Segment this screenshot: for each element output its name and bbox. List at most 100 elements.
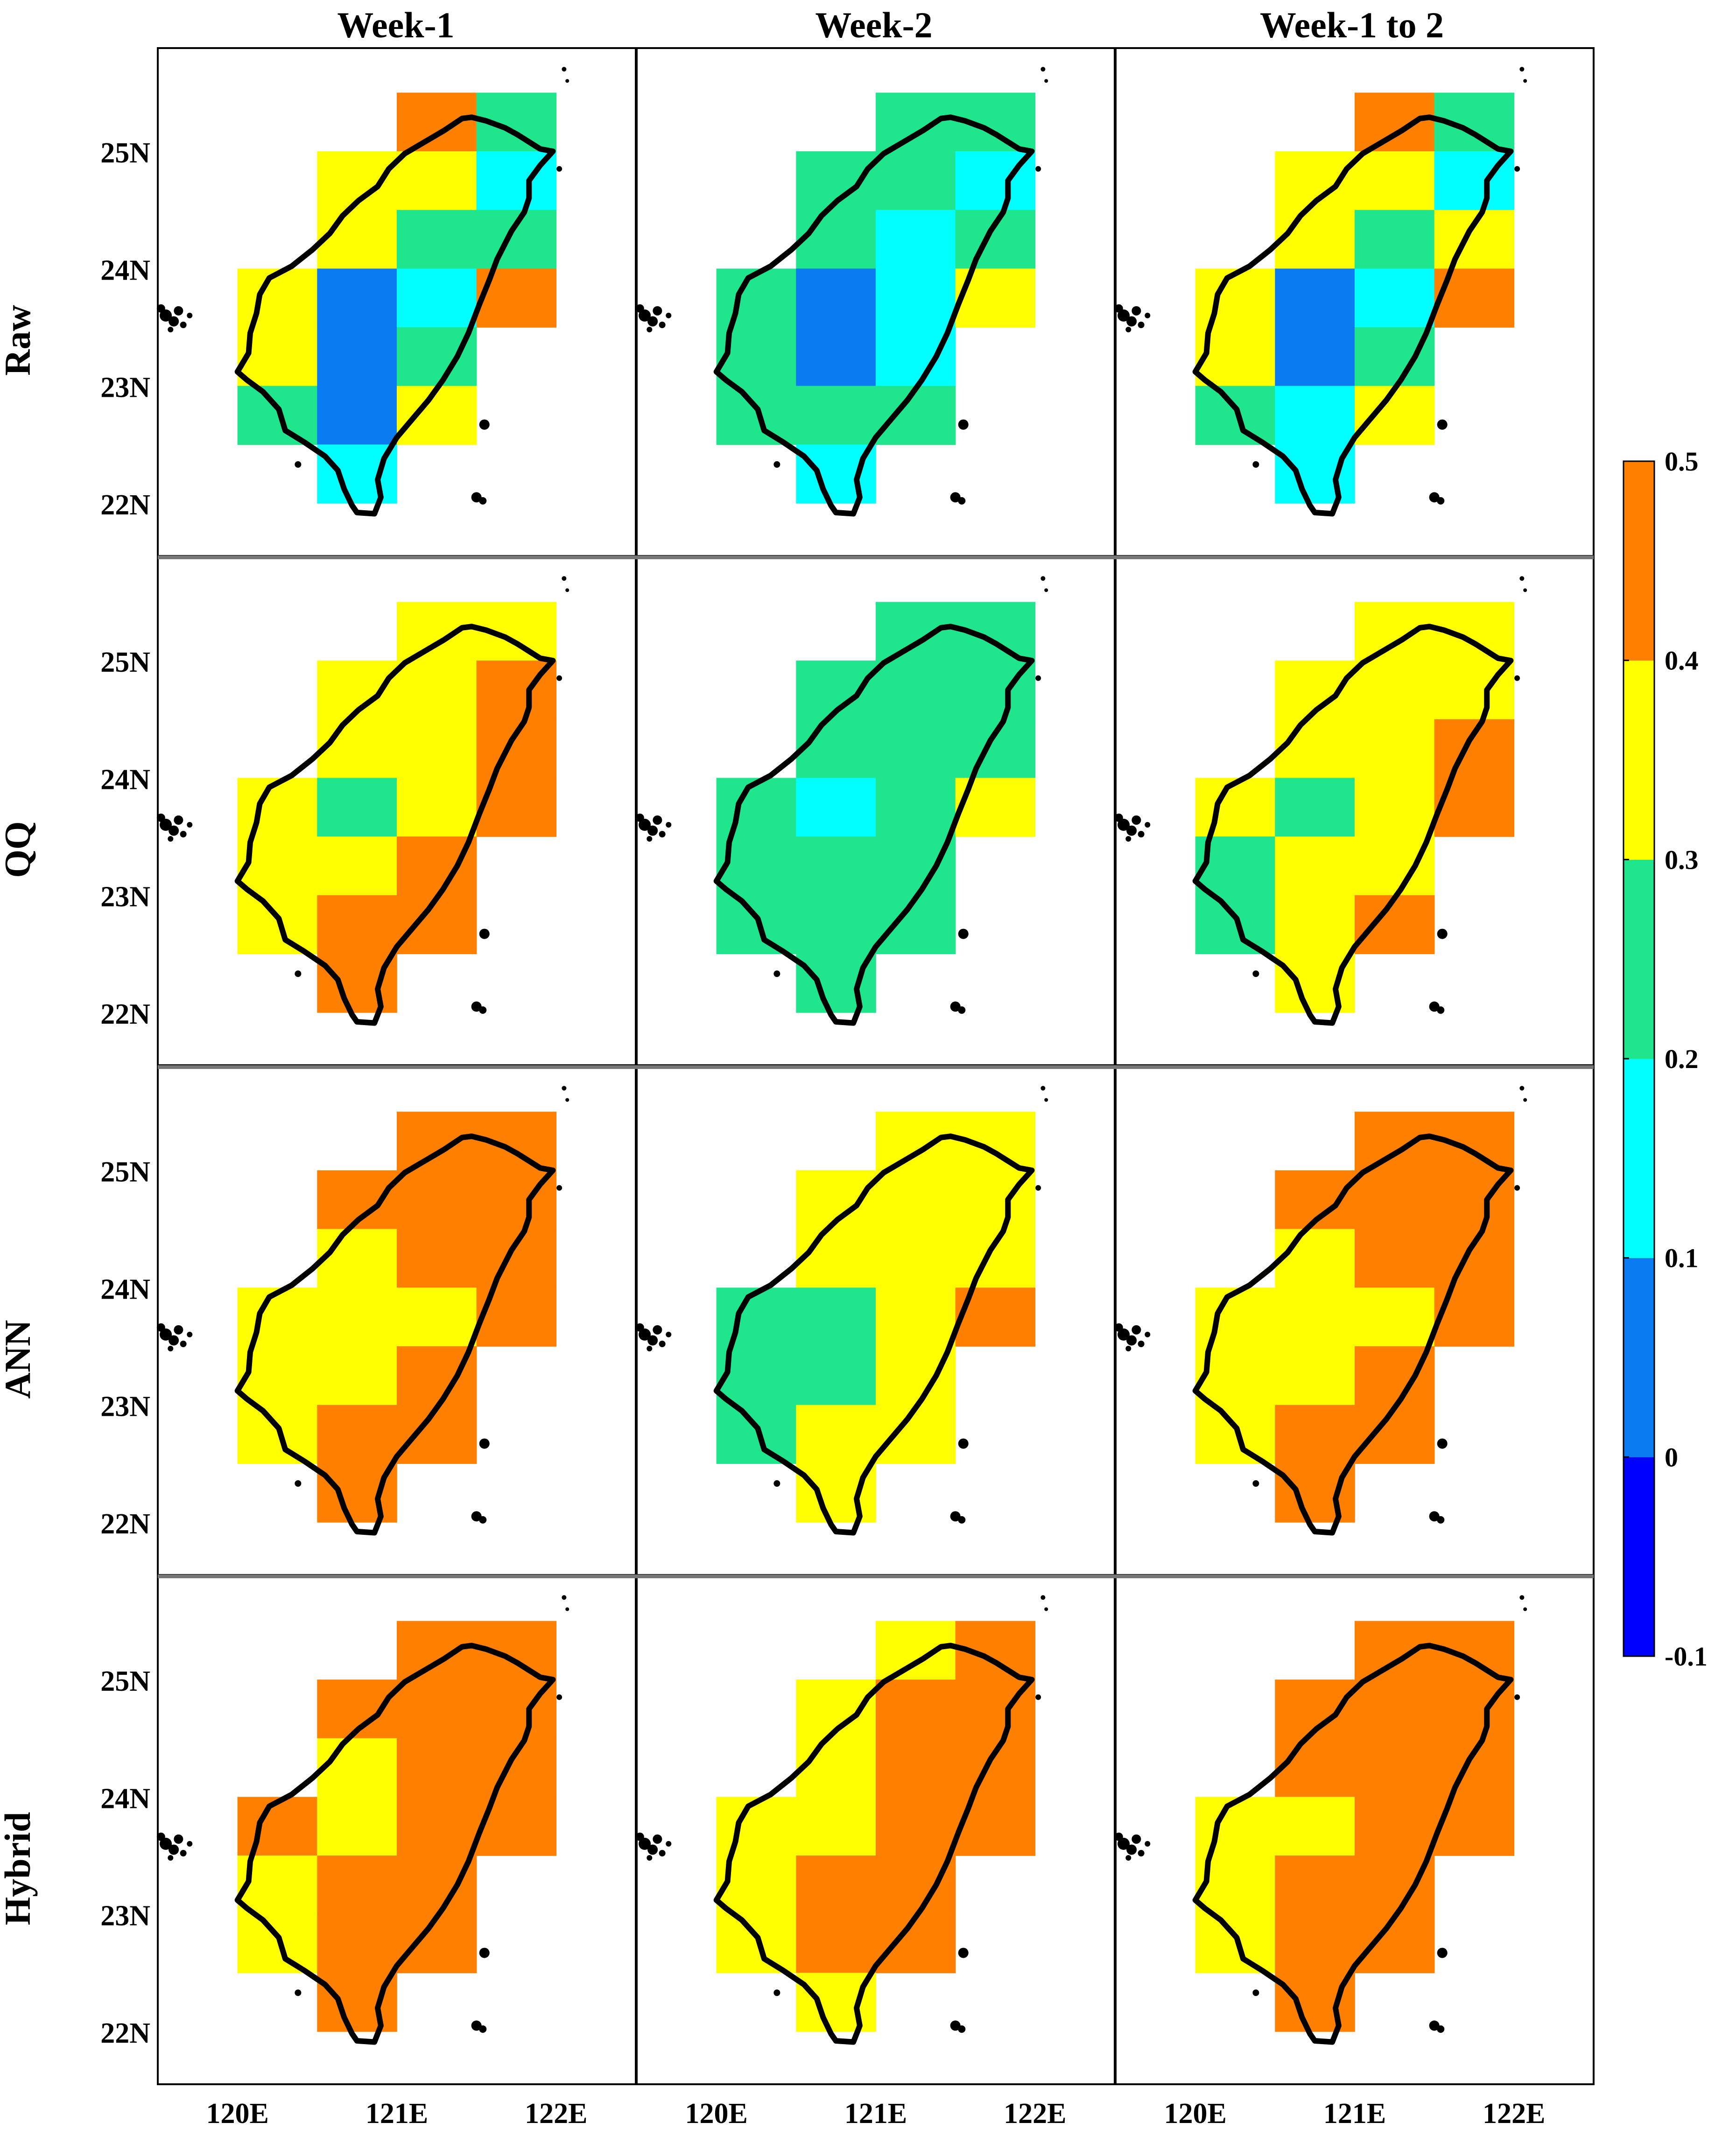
island-marker (1437, 928, 1448, 939)
island-marker (659, 1340, 666, 1347)
island-marker (156, 813, 165, 822)
grid-cell (397, 1914, 477, 1974)
island-marker (187, 312, 193, 318)
island-marker (471, 1511, 482, 1522)
lon-tick-label: 120E (206, 2098, 268, 2130)
island-marker (471, 1001, 482, 1012)
grid-cell (397, 1111, 477, 1171)
island-marker (1138, 830, 1145, 837)
lon-tick-label: 121E (365, 2098, 428, 2130)
island-marker (635, 1832, 644, 1841)
grid-cell (237, 1914, 318, 1974)
row-label-qq: QQ (0, 821, 38, 878)
grid-cell (317, 386, 397, 445)
island-marker (958, 1438, 969, 1449)
grid-cell (876, 661, 956, 720)
column-title-week-1-to-2: Week-1 to 2 (1260, 5, 1444, 45)
island-marker (295, 970, 302, 977)
island-marker (174, 815, 183, 825)
island-marker (647, 1346, 653, 1352)
grid-cell (1355, 1229, 1435, 1288)
map-panel-hybrid-2 (635, 1575, 1116, 2085)
grid-cell (397, 1621, 477, 1680)
island-marker (639, 1328, 651, 1341)
island-marker (647, 1335, 658, 1346)
island-marker (1125, 327, 1132, 333)
island-marker (1437, 1438, 1448, 1449)
island-marker (1040, 67, 1046, 72)
lat-tick-label: 25N (100, 1666, 150, 1697)
grid-cell (1355, 1797, 1435, 1856)
grid-cell (397, 895, 477, 955)
grid-cell (876, 210, 956, 269)
island-marker (1126, 1335, 1137, 1346)
grid-cell (397, 719, 477, 779)
island-marker (1429, 1001, 1440, 1012)
lat-tick-label: 25N (100, 1156, 150, 1188)
island-marker (180, 1849, 187, 1856)
grid-cell (397, 1229, 477, 1288)
grid-cell (397, 1287, 477, 1347)
grid-cell (397, 386, 477, 445)
island-marker (1040, 576, 1046, 581)
island-marker (479, 1516, 487, 1524)
grid-cell (1355, 719, 1435, 779)
grid-cell (317, 1287, 397, 1347)
island-marker (647, 825, 658, 836)
island-marker (1145, 1331, 1151, 1337)
island-marker (647, 316, 658, 327)
island-marker (1519, 1086, 1525, 1091)
grid-cell (397, 327, 477, 387)
colorbar-swatch (1624, 1059, 1654, 1258)
island-marker (1035, 166, 1041, 172)
grid-cell (1355, 1287, 1435, 1347)
grid-cell (876, 1738, 956, 1798)
island-marker (1429, 492, 1440, 503)
grid-cell (1355, 1405, 1435, 1464)
lon-tick-label: 122E (1004, 2098, 1066, 2130)
grid-cell (1355, 778, 1435, 837)
island-marker (950, 1001, 961, 1012)
island-marker (169, 1844, 179, 1855)
grid-cell (397, 1170, 477, 1230)
island-marker (562, 67, 567, 72)
island-marker (556, 1694, 562, 1700)
grid-cell (1195, 1797, 1276, 1856)
map-panel-raw-3 (1114, 47, 1595, 557)
island-marker (562, 576, 567, 581)
grid-cell (237, 1287, 318, 1347)
island-marker (1519, 1595, 1525, 1600)
island-marker (958, 1006, 966, 1014)
grid-cell (1355, 1111, 1435, 1171)
grid-cell (876, 268, 956, 328)
grid-cell (716, 1797, 797, 1856)
grid-cell (1275, 1229, 1355, 1288)
island-marker (156, 1323, 165, 1332)
grid-cell (317, 210, 397, 269)
island-marker (471, 2020, 482, 2031)
lat-tick-label: 24N (100, 1273, 150, 1305)
grid-cell (796, 719, 876, 779)
colorbar-swatch (1624, 461, 1654, 661)
island-marker (1114, 813, 1123, 822)
grid-cell (317, 778, 397, 837)
island-marker (479, 2025, 487, 2033)
island-marker (1437, 419, 1448, 430)
grid-cell (876, 719, 956, 779)
map-panel-qq-3 (1114, 556, 1595, 1066)
island-marker (180, 830, 187, 837)
grid-cell (796, 210, 876, 269)
colorbar: -0.1 0 0.1 0.2 0.3 0.4 0.5 (1623, 446, 1708, 1672)
lat-tick-label: 24N (100, 764, 150, 795)
island-marker (1114, 304, 1123, 313)
grid-cell (1355, 151, 1435, 211)
island-marker (653, 1325, 662, 1335)
island-marker (1126, 1844, 1137, 1855)
colorbar-tick-label: 0.4 (1665, 646, 1699, 676)
grid-cell (397, 1680, 477, 1739)
island-marker (1035, 675, 1041, 681)
island-marker (659, 1849, 666, 1856)
map-panel-hybrid-3 (1114, 1575, 1595, 2085)
lat-tick-label: 25N (100, 647, 150, 678)
island-marker (647, 1855, 653, 1861)
